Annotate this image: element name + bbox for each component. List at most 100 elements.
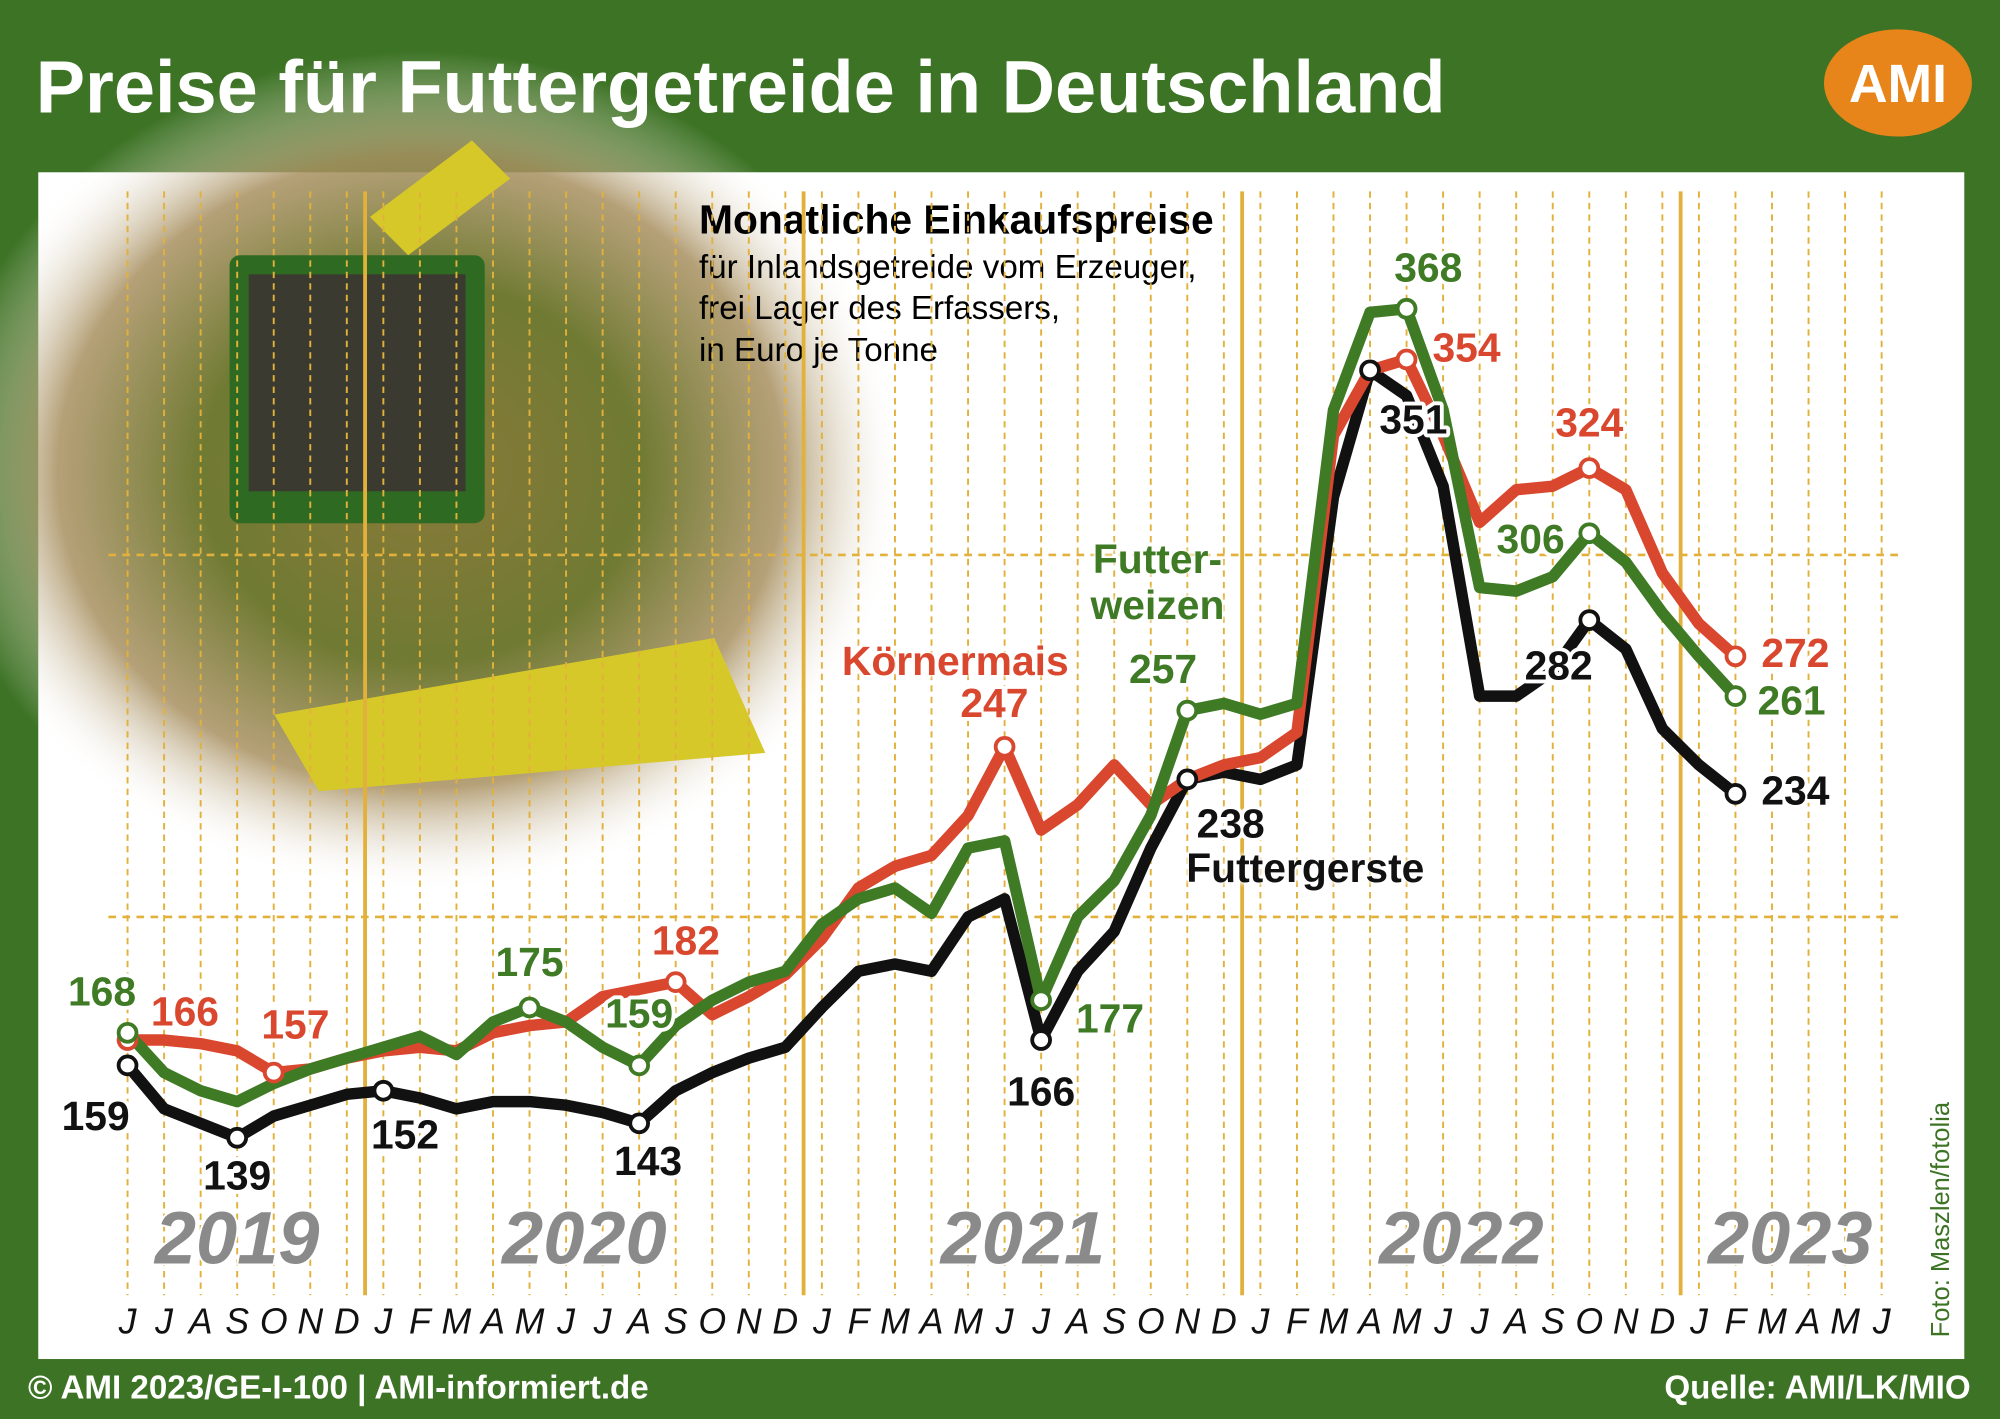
series-name: Körnermais [841, 638, 1069, 684]
point-marker [1578, 457, 1601, 479]
note-line: in Euro je Tonne [699, 332, 938, 369]
x-tick-label: O [1137, 1301, 1165, 1341]
data-label: 324 [1555, 400, 1623, 446]
data-label: 238 [1197, 800, 1265, 846]
data-label: 159 [62, 1093, 130, 1139]
data-label: 175 [495, 939, 563, 985]
x-tick-label: F [409, 1301, 433, 1341]
x-tick-label: M [1757, 1301, 1787, 1341]
data-label: 152 [371, 1112, 439, 1158]
point-marker [1030, 989, 1052, 1012]
point-marker [1395, 348, 1418, 371]
point-marker [1724, 783, 1747, 805]
x-tick-label: D [772, 1301, 798, 1341]
x-tick-label: N [1613, 1301, 1639, 1341]
point-marker [628, 1054, 650, 1077]
data-label: 182 [652, 918, 720, 964]
year-label: 2022 [1377, 1196, 1544, 1279]
point-marker [1359, 359, 1381, 382]
point-marker [1724, 685, 1747, 707]
series-name: Futtergerste [1186, 844, 1425, 891]
x-tick-label: J [1250, 1301, 1270, 1341]
x-tick-label: J [995, 1301, 1015, 1341]
x-tick-label: J [1470, 1301, 1490, 1341]
logo-badge [1823, 29, 1972, 137]
series-name: Futter- weizen [1090, 535, 1225, 628]
x-tick-label: J [373, 1301, 393, 1341]
logo: AMI [1849, 54, 1947, 114]
markers: 159 139 152 143 166 238 351 282 234 166 157 182 247 3… [58, 240, 1834, 1202]
data-label: 168 [68, 968, 136, 1014]
x-tick-label: F [848, 1301, 872, 1341]
note-line: frei Lager des Erfassers, [699, 290, 1060, 327]
x-tick-label: J [118, 1301, 138, 1341]
data-label: 139 [203, 1152, 271, 1198]
point-marker [993, 735, 1016, 758]
x-tick-label: M [1319, 1301, 1349, 1341]
x-tick-label: F [1725, 1301, 1749, 1341]
harvester-header [274, 638, 766, 792]
data-label: 351 [1379, 396, 1447, 442]
x-tick-label: M [1392, 1301, 1422, 1341]
point-marker [372, 1079, 395, 1102]
point-marker [1176, 699, 1199, 722]
x-tick-label: A [479, 1301, 505, 1341]
year-label: 2023 [1706, 1196, 1873, 1279]
data-label: 272 [1761, 630, 1829, 676]
x-tick-label: D [1649, 1301, 1675, 1341]
point-marker [1578, 522, 1601, 545]
series-line [121, 303, 1742, 1108]
x-tick-label: N [736, 1301, 762, 1341]
x-tick-label: S [664, 1301, 688, 1341]
x-tick-label: O [260, 1301, 288, 1341]
x-tick-label: A [1502, 1301, 1528, 1341]
point-marker [1176, 768, 1199, 791]
x-tick-label: J [1872, 1301, 1892, 1341]
x-tick-label: M [442, 1301, 472, 1341]
x-tick-label: F [1286, 1301, 1310, 1341]
x-tick-label: J [812, 1301, 832, 1341]
x-tick-label: M [1830, 1301, 1860, 1341]
x-tick-label: S [1541, 1301, 1565, 1341]
point-marker [664, 971, 687, 993]
point-marker [116, 1054, 139, 1077]
chart-title: Preise für Futtergetreide in Deutschland [36, 45, 1446, 128]
point-marker [1724, 645, 1747, 668]
data-label: 261 [1758, 678, 1826, 724]
point-marker [262, 1061, 285, 1084]
data-label: 143 [614, 1138, 682, 1184]
tractor-window [248, 274, 466, 492]
point-marker [226, 1126, 249, 1149]
lines [121, 303, 1742, 1144]
data-label: 247 [960, 680, 1028, 726]
year-label: 2020 [500, 1196, 667, 1279]
year-label: 2019 [153, 1196, 320, 1279]
x-tick-label: J [1031, 1301, 1051, 1341]
x-tick-label: D [334, 1301, 360, 1341]
photo [0, 51, 906, 894]
series-line [121, 353, 1742, 1079]
note-line: für Inlandsgetreide vom Erzeuger, [699, 249, 1197, 286]
x-tick-label: M [880, 1301, 910, 1341]
data-label: 166 [1007, 1069, 1075, 1115]
data-label: 368 [1394, 244, 1462, 290]
data-label: 306 [1497, 516, 1565, 562]
x-tick-label: J [1689, 1301, 1709, 1341]
x-tick-label: A [1064, 1301, 1090, 1341]
x-tick-label: M [953, 1301, 983, 1341]
point-marker [628, 1112, 650, 1135]
x-tick-label: M [515, 1301, 545, 1341]
x-tick-label: J [593, 1301, 613, 1341]
point-marker [1395, 297, 1418, 320]
year-label: 2021 [939, 1196, 1106, 1279]
point-marker [1030, 1029, 1052, 1051]
x-tick-label: S [225, 1301, 249, 1341]
x-tick-label: A [625, 1301, 651, 1341]
photo-credit: Foto: Maszlen/fotolia [1927, 1101, 1955, 1337]
x-tick-label: J [1433, 1301, 1453, 1341]
point-marker [518, 996, 541, 1019]
data-label: 257 [1129, 646, 1197, 692]
